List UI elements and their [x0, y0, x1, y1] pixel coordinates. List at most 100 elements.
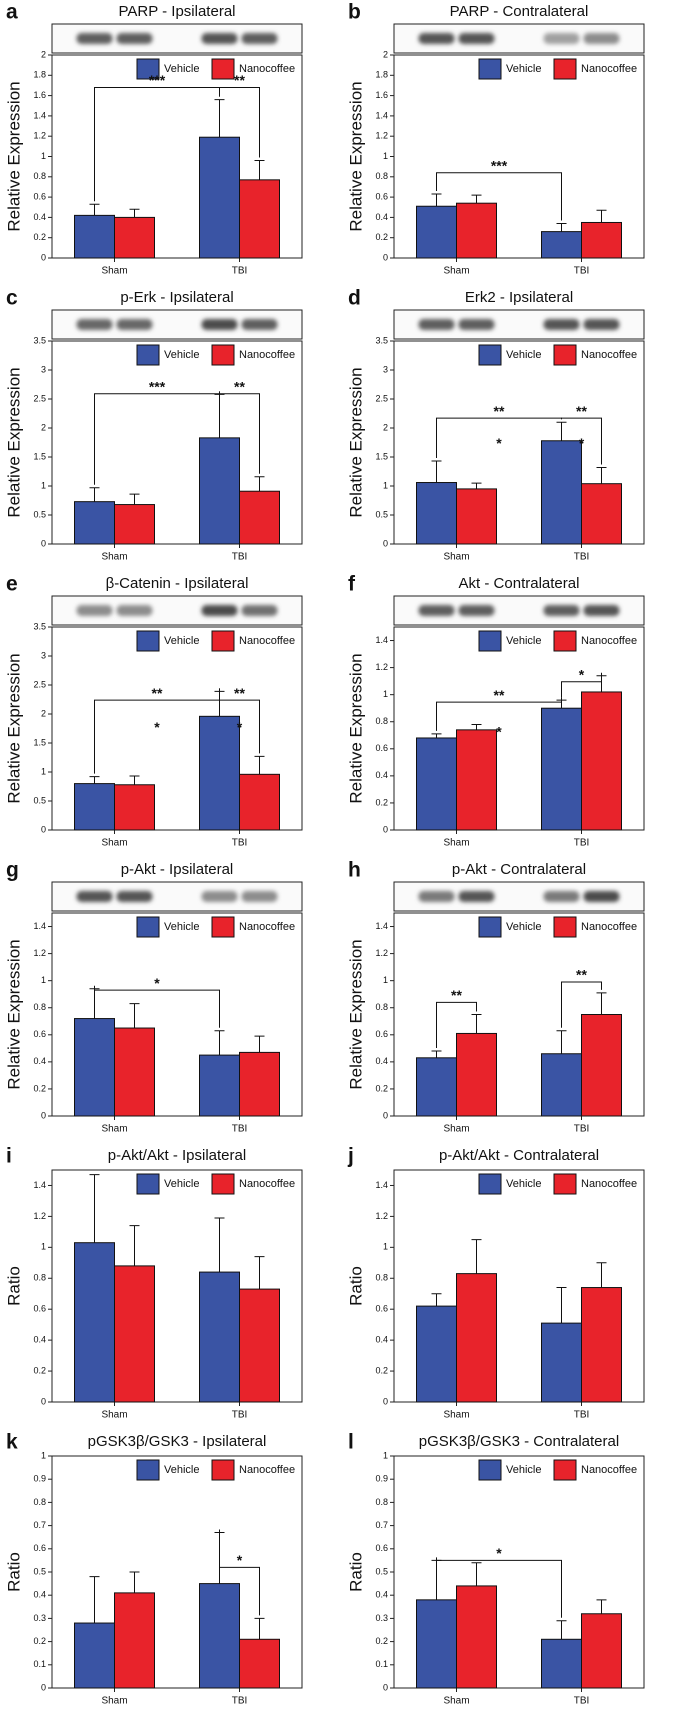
bar: [239, 490, 280, 545]
bar: [456, 729, 497, 831]
y-tick-label: 1.5: [375, 451, 388, 461]
error-bar: [89, 776, 100, 784]
y-tick-label: 3: [383, 364, 388, 374]
x-tick-label: TBI: [574, 838, 590, 849]
y-tick-label: 0: [41, 538, 46, 548]
y-axis-label: Ratio: [4, 1266, 23, 1306]
bar: [456, 488, 497, 545]
y-tick-label: 0.6: [33, 1304, 46, 1314]
legend-swatch: [478, 344, 502, 366]
panel-letter: f: [348, 573, 356, 596]
error-bar: [471, 482, 482, 489]
significance-label: **: [494, 403, 505, 419]
error-bar: [89, 1576, 100, 1624]
y-tick-label: 1: [41, 766, 46, 776]
y-tick-label: 0.2: [33, 1365, 46, 1375]
y-tick-label: 0: [383, 824, 388, 834]
bar: [541, 440, 582, 545]
legend-label: Nanocoffee: [581, 63, 637, 75]
y-axis-label: Ratio: [346, 1552, 365, 1592]
y-tick-label: 1: [383, 151, 388, 161]
error-bar: [254, 755, 265, 775]
y-tick-label: 0.6: [375, 1543, 388, 1553]
x-tick-label: TBI: [232, 552, 248, 563]
significance-bracket: [436, 697, 562, 731]
significance-label: *: [154, 975, 160, 991]
bar: [581, 483, 622, 545]
blot-band: [583, 605, 620, 616]
legend-swatch: [553, 58, 577, 80]
y-tick-label: 1: [41, 975, 46, 985]
significance-label: **: [576, 967, 587, 983]
x-tick-label: TBI: [232, 1696, 248, 1707]
error-bar: [214, 99, 225, 138]
x-tick-label: Sham: [101, 1124, 127, 1135]
legend-swatch: [553, 344, 577, 366]
plot-frame: [393, 1169, 645, 1403]
y-tick-label: 2.5: [33, 679, 46, 689]
plot-frame: [51, 1169, 303, 1403]
y-tick-label: 1.4: [33, 110, 46, 120]
significance-label: *: [579, 667, 585, 683]
legend-label: Nanocoffee: [239, 349, 295, 361]
y-tick-label: 0.9: [375, 1474, 388, 1484]
error-bar: [254, 476, 265, 492]
legend-swatch: [478, 1173, 502, 1195]
y-tick-label: 1.4: [33, 1180, 46, 1190]
chart-title: p-Akt - Ipsilateral: [121, 861, 234, 878]
y-tick-label: 0.8: [33, 1273, 46, 1283]
significance-label: **: [152, 685, 163, 701]
x-tick-label: Sham: [101, 266, 127, 277]
blot-band: [241, 891, 278, 902]
significance-bracket: [219, 688, 260, 754]
bar: [416, 1305, 457, 1403]
y-tick-label: 3: [41, 364, 46, 374]
bar: [456, 1273, 497, 1403]
chart-title: β-Catenin - Ipsilateral: [106, 575, 249, 592]
y-axis-label: Relative Expression: [346, 81, 365, 231]
error-bar: [129, 775, 140, 785]
bar: [541, 1053, 582, 1117]
y-tick-label: 0.4: [375, 1335, 388, 1345]
panel-letter: g: [6, 859, 19, 882]
significance-label: *: [496, 723, 502, 739]
blot-band: [116, 33, 153, 44]
panel-letter: h: [348, 859, 361, 882]
legend-swatch: [478, 1459, 502, 1481]
bar: [416, 737, 457, 831]
y-tick-label: 1.5: [33, 451, 46, 461]
y-tick-label: 1: [383, 1450, 388, 1460]
chart-title: pGSK3β/GSK3 - Contralateral: [419, 1433, 619, 1450]
y-tick-label: 0.2: [375, 232, 388, 242]
y-tick-label: 1.4: [33, 921, 46, 931]
bar: [239, 1288, 280, 1403]
bar: [239, 1051, 280, 1117]
y-tick-label: 0.6: [33, 1543, 46, 1553]
error-bar: [89, 1174, 100, 1243]
y-tick-label: 0.4: [375, 212, 388, 222]
legend-swatch: [136, 916, 160, 938]
y-tick-label: 0.2: [375, 797, 388, 807]
blot-band: [76, 605, 113, 616]
plot-frame: [393, 912, 645, 1117]
significance-label: **: [451, 987, 462, 1003]
bar: [581, 691, 622, 831]
x-tick-label: Sham: [443, 552, 469, 563]
legend-swatch: [211, 344, 235, 366]
y-tick-label: 0: [41, 252, 46, 262]
legend-label: Vehicle: [164, 349, 199, 361]
x-tick-label: Sham: [101, 838, 127, 849]
blot-band: [543, 891, 580, 902]
panel-letter: j: [347, 1145, 354, 1168]
y-tick-label: 1.2: [375, 131, 388, 141]
legend-label: Vehicle: [506, 635, 541, 647]
y-tick-label: 0.5: [375, 1566, 388, 1576]
legend-swatch: [553, 916, 577, 938]
bar: [199, 1583, 240, 1689]
y-axis-label: Relative Expression: [4, 939, 23, 1089]
y-tick-label: 0.3: [33, 1613, 46, 1623]
y-tick-label: 0.8: [33, 171, 46, 181]
bar: [114, 216, 155, 259]
chart-title: p-Akt/Akt - Ipsilateral: [108, 1147, 246, 1164]
